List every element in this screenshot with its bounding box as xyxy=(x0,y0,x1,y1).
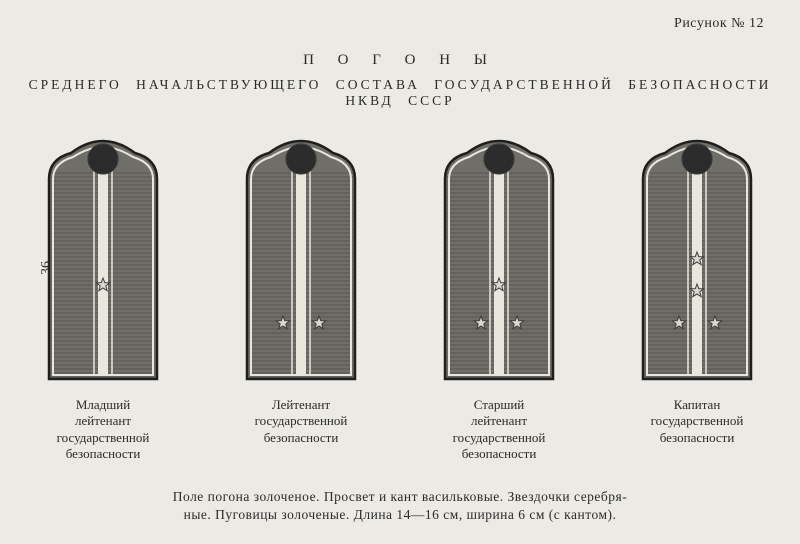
epaulette-column: Младшийлейтенантгосударственнойбезопасно… xyxy=(28,137,178,462)
footer-description: Поле погона золоченое. Просвет и кант ва… xyxy=(0,488,800,524)
rank-caption: Лейтенантгосударственнойбезопасности xyxy=(255,397,348,446)
epaulette-icon xyxy=(241,137,361,385)
page-number: 36 xyxy=(39,261,55,275)
epaulette-column: Старшийлейтенантгосударственнойбезопасно… xyxy=(424,137,574,462)
epaulettes-row: Младшийлейтенантгосударственнойбезопасно… xyxy=(0,137,800,462)
rank-caption: Младшийлейтенантгосударственнойбезопасно… xyxy=(57,397,150,462)
epaulette-icon xyxy=(43,137,163,385)
epaulette-icon xyxy=(439,137,559,385)
footer-line-1: Поле погона золоченое. Просвет и кант ва… xyxy=(173,489,628,504)
title-line-2: СРЕДНЕГО НАЧАЛЬСТВУЮЩЕГО СОСТАВА ГОСУДАР… xyxy=(0,77,800,109)
epaulette-icon xyxy=(637,137,757,385)
rank-caption: Старшийлейтенантгосударственнойбезопасно… xyxy=(453,397,546,462)
epaulette-column: Капитангосударственнойбезопасности xyxy=(622,137,772,462)
rank-caption: Капитангосударственнойбезопасности xyxy=(651,397,744,446)
title-line-1: П О Г О Н Ы xyxy=(0,52,800,69)
figure-number: Рисунок № 12 xyxy=(674,16,764,32)
epaulette-column: Лейтенантгосударственнойбезопасности xyxy=(226,137,376,462)
footer-line-2: ные. Пуговицы золоченые. Длина 14—16 см,… xyxy=(184,507,617,522)
